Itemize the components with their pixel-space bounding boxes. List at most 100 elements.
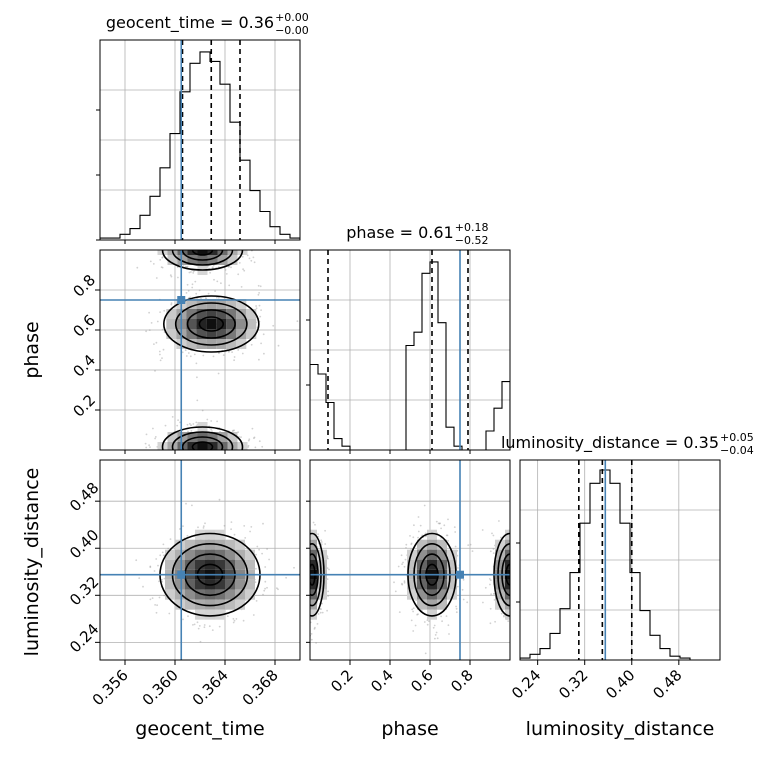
sample-point [327,595,329,597]
sample-point [191,283,194,286]
sample-point [401,582,403,585]
sample-point [264,457,266,459]
sample-point [208,625,211,628]
sample-point [402,561,404,564]
sample-point [484,586,487,589]
sample-point [317,613,320,615]
sample-point [513,554,515,556]
sample-point [229,463,231,465]
sample-point [204,522,206,525]
sample-point [528,613,530,615]
sample-point [250,242,252,244]
sample-point [298,577,300,579]
sample-point [219,224,221,226]
sample-point [202,246,204,248]
contour-line [191,250,214,256]
sample-point [534,552,536,554]
sample-point [223,524,226,527]
sample-point [218,237,220,239]
sample-point [514,595,516,597]
sample-point [210,243,212,245]
sample-point [305,551,307,553]
sample-point [181,242,183,244]
sample-point [180,452,182,454]
sample-point [304,595,306,597]
sample-point [492,552,495,554]
sample-point [304,581,306,583]
density-cell [167,255,178,265]
sample-point [172,473,174,475]
sample-point [513,581,515,583]
x-tick-label: 0.48 [649,666,685,702]
sample-point [240,286,243,288]
sample-point [198,230,200,232]
sample-point [170,456,172,458]
sample-point [204,245,206,247]
contour-line [186,309,236,339]
density-cell [186,329,197,339]
sample-point [308,533,310,535]
sample-point [195,362,198,365]
sample-point [293,566,295,569]
sample-point [303,605,305,607]
sample-point [232,429,235,432]
sample-point [276,587,278,590]
sample-point [500,536,502,539]
density-cell [236,329,247,339]
sample-point [301,566,303,568]
sample-point [204,454,206,456]
sample-point [303,585,305,587]
sample-point [514,557,516,559]
sample-point [210,451,212,453]
sample-point [179,229,181,231]
sample-point [512,588,514,590]
sample-point [212,457,214,459]
sample-point [240,244,242,246]
sample-point [255,600,258,602]
sample-point [157,564,159,567]
sample-point [515,550,517,552]
sample-point [225,248,227,250]
sample-point [516,568,518,570]
sample-point [172,242,174,244]
sample-point [204,451,206,453]
sample-point [162,348,165,351]
sample-point [183,242,185,244]
sample-point [192,270,195,273]
sample-point [244,537,247,539]
y-tick-label: 0.2 [69,391,99,421]
sample-point [202,453,204,455]
sample-point [310,638,313,641]
sample-point [193,623,196,626]
sample-point [516,582,518,584]
sample-point [184,349,187,352]
sample-point [219,245,221,247]
sample-point [302,611,304,613]
sample-point [199,247,201,249]
density-cell [165,589,175,600]
sample-point [194,454,196,456]
title-upper-error: +0.00 [275,11,309,24]
contour-line [171,431,234,450]
sample-point [301,597,303,599]
sample-point [305,588,307,590]
sample-point [511,571,513,573]
sample-point [150,322,153,324]
sample-point [295,529,297,531]
density-cell [437,549,447,560]
sample-point [172,245,174,247]
sample-point [216,280,219,283]
sample-point [241,241,243,243]
sample-point [498,520,500,522]
y-axis-label-luminosity_distance: luminosity_distance [21,468,43,657]
sample-point [233,533,236,536]
sample-point [529,546,531,548]
sample-point [235,456,237,458]
sample-point [289,593,291,595]
density-cell [225,549,235,560]
sample-point [304,543,306,545]
sample-point [493,592,495,595]
sample-point [268,558,270,561]
x-tick-label: 0.360 [139,666,182,709]
sample-point [297,603,299,605]
